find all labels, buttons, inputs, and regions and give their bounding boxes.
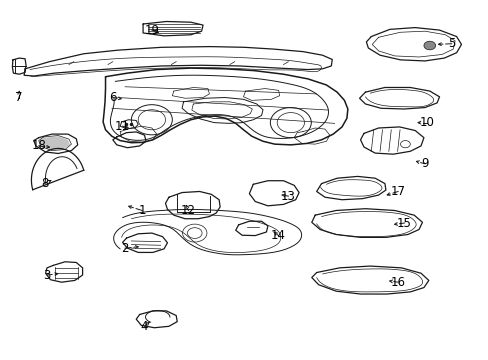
- Text: 16: 16: [390, 276, 405, 289]
- Text: 8: 8: [41, 177, 48, 190]
- Polygon shape: [40, 136, 70, 150]
- Text: 17: 17: [390, 185, 405, 198]
- Text: 12: 12: [181, 204, 196, 217]
- Text: 3: 3: [43, 269, 51, 282]
- Text: 10: 10: [419, 116, 434, 129]
- Text: 6: 6: [109, 91, 116, 104]
- Text: 1: 1: [138, 204, 145, 217]
- Text: 14: 14: [270, 229, 285, 242]
- Text: 7: 7: [16, 91, 23, 104]
- Text: 18: 18: [31, 139, 46, 152]
- Text: 13: 13: [281, 190, 295, 203]
- Text: 4: 4: [141, 320, 148, 333]
- Text: 15: 15: [396, 216, 411, 230]
- Text: 2: 2: [121, 242, 128, 255]
- Text: 9: 9: [420, 157, 428, 170]
- Circle shape: [423, 41, 435, 50]
- Text: 5: 5: [447, 37, 454, 50]
- Text: 19: 19: [144, 24, 159, 37]
- Text: 11: 11: [115, 120, 130, 133]
